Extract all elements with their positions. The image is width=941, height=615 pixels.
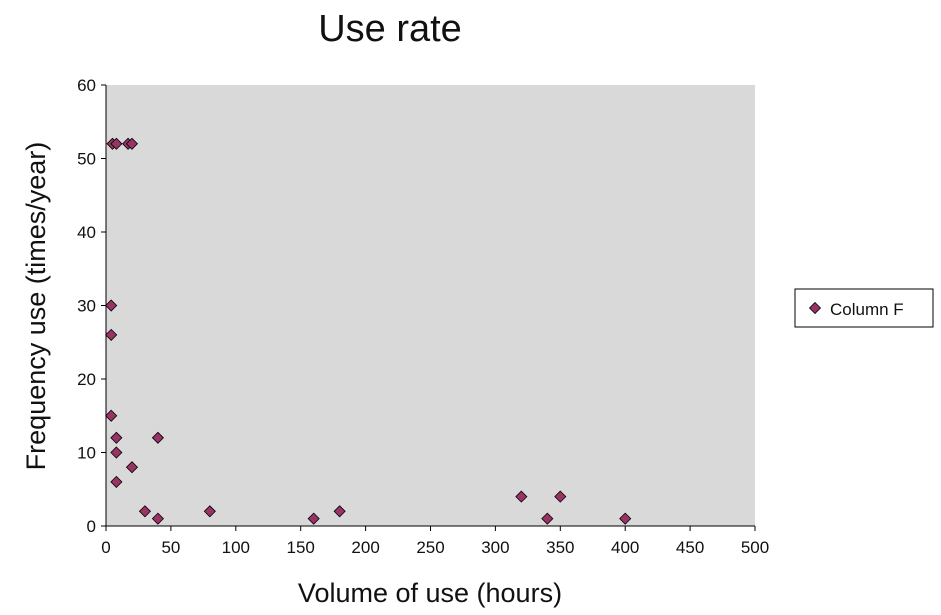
- y-tick-label: 0: [87, 517, 96, 536]
- y-tick-label: 60: [77, 76, 96, 95]
- y-axis-title: Frequency use (times/year): [21, 142, 51, 471]
- data-point: [619, 512, 632, 525]
- data-point: [151, 512, 164, 525]
- y-tick-label: 50: [77, 150, 96, 169]
- data-point: [151, 431, 164, 444]
- data-point: [125, 461, 139, 474]
- x-tick-label: 50: [161, 538, 180, 557]
- data-point: [541, 512, 554, 525]
- data-point: [105, 409, 118, 422]
- chart-title: Use rate: [318, 8, 462, 50]
- x-tick-label: 450: [676, 538, 704, 557]
- x-tick-label: 500: [741, 538, 769, 557]
- legend-marker-column-f: [808, 301, 822, 315]
- x-tick-label: 400: [611, 538, 639, 557]
- x-tick-label: 200: [351, 538, 379, 557]
- y-tick-label: 30: [77, 297, 96, 316]
- data-point: [110, 446, 123, 459]
- y-tick-label: 10: [77, 444, 96, 463]
- x-tick-label: 300: [481, 538, 509, 557]
- data-point: [110, 431, 123, 444]
- data-point: [105, 299, 118, 312]
- data-point: [307, 512, 320, 525]
- plot-area: [106, 85, 755, 526]
- data-point: [333, 505, 346, 518]
- data-point: [110, 137, 123, 150]
- x-tick-label: 250: [416, 538, 444, 557]
- x-tick-label: 350: [546, 538, 574, 557]
- legend: Column F: [794, 288, 934, 328]
- data-point: [203, 505, 216, 518]
- data-point: [515, 490, 528, 503]
- data-point: [110, 475, 123, 488]
- data-point: [125, 137, 139, 150]
- data-points: [105, 137, 632, 525]
- y-tick-label: 40: [77, 223, 96, 242]
- y-ticks: 0 10 20 30 40 50 60: [77, 76, 106, 536]
- x-tick-label: 100: [222, 538, 250, 557]
- x-tick-label: 0: [101, 538, 110, 557]
- legend-label-column-f: Column F: [830, 300, 904, 319]
- x-axis-title: Volume of use (hours): [298, 578, 562, 608]
- y-tick-label: 20: [77, 370, 96, 389]
- data-point: [138, 505, 152, 518]
- data-point: [554, 490, 567, 503]
- x-ticks: 0 50 100 150 200 250 300 350 400 450 500: [101, 526, 769, 557]
- x-tick-label: 150: [287, 538, 315, 557]
- data-point: [105, 328, 118, 341]
